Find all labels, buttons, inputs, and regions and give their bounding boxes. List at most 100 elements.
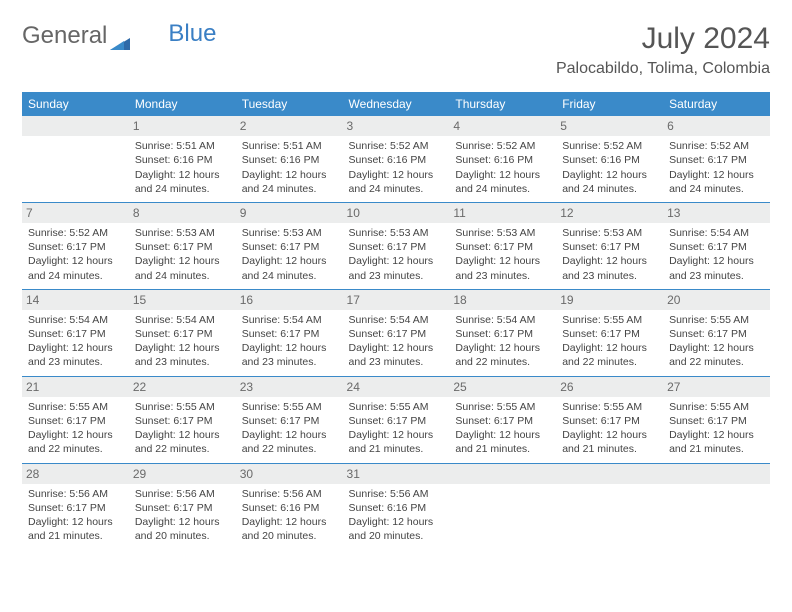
- day-detail-line: and 22 minutes.: [242, 443, 317, 455]
- day-detail-line: Sunset: 6:17 PM: [562, 241, 640, 253]
- calendar-day-cell: 2Sunrise: 5:51 AMSunset: 6:16 PMDaylight…: [236, 116, 343, 202]
- day-detail-line: Sunrise: 5:56 AM: [135, 488, 215, 500]
- page-subtitle: Palocabildo, Tolima, Colombia: [556, 60, 770, 78]
- day-detail-line: Daylight: 12 hours: [562, 429, 647, 441]
- day-detail-line: Sunset: 6:17 PM: [349, 415, 427, 427]
- day-number: 18: [449, 290, 556, 310]
- day-detail-line: and 21 minutes.: [669, 443, 744, 455]
- day-detail-line: Sunrise: 5:54 AM: [242, 314, 322, 326]
- day-number: 10: [343, 203, 450, 223]
- day-details: Sunrise: 5:53 AMSunset: 6:17 PMDaylight:…: [562, 226, 657, 283]
- calendar-day-cell: 25Sunrise: 5:55 AMSunset: 6:17 PMDayligh…: [449, 376, 556, 463]
- day-number: [22, 116, 129, 136]
- calendar-day-cell: 14Sunrise: 5:54 AMSunset: 6:17 PMDayligh…: [22, 289, 129, 376]
- day-details: Sunrise: 5:52 AM Sunset: 6:16 PM Daylight:…: [455, 139, 550, 196]
- calendar-day-cell: 16Sunrise: 5:54 AMSunset: 6:17 PMDayligh…: [236, 289, 343, 376]
- day-detail-line: Sunset: 6:17 PM: [349, 241, 427, 253]
- logo: General Blue: [22, 22, 216, 50]
- calendar-day-cell: 28Sunrise: 5:56 AMSunset: 6:17 PMDayligh…: [22, 463, 129, 549]
- day-details: Sunrise: 5:55 AMSunset: 6:17 PMDaylight:…: [349, 400, 444, 457]
- calendar-day-cell: 26Sunrise: 5:55 AMSunset: 6:17 PMDayligh…: [556, 376, 663, 463]
- day-detail-line: Sunset: 6:17 PM: [28, 502, 106, 514]
- day-details: Sunrise: 5:51 AMSunset: 6:16 PMDaylight:…: [242, 139, 337, 196]
- day-number: 13: [663, 203, 770, 223]
- calendar-table: SundayMondayTuesdayWednesdayThursdayFrid…: [22, 92, 770, 549]
- day-detail-line: Sunrise: 5:52 AM: [349, 140, 429, 152]
- day-detail-line: Sunset: 6:16 PM: [135, 154, 213, 166]
- day-detail-line: and 23 minutes.: [562, 270, 637, 282]
- day-detail-line: Daylight: 12 hours: [242, 342, 327, 354]
- day-number: 30: [236, 464, 343, 484]
- day-detail-line: Daylight: 12 hours: [669, 342, 754, 354]
- day-detail-line: Daylight: 12 hours: [669, 429, 754, 441]
- calendar-empty-cell: [449, 463, 556, 549]
- day-detail-line: Sunrise: 5:52 AM: [669, 140, 749, 152]
- day-detail-line: Sunset: 6:17 PM: [455, 415, 533, 427]
- calendar-day-cell: 27 Sunrise: 5:55 AMSunset: 6:17 PMDayligh…: [663, 376, 770, 463]
- day-detail-line: Sunrise: 5:54 AM: [669, 227, 749, 239]
- day-details: Sunrise: 5:52 AMSunset: 6:16 PMDaylight:…: [562, 139, 657, 196]
- day-details: Sunrise: 5:55 AMSunset: 6:17 PMDaylight:…: [669, 313, 764, 370]
- day-detail-line: Sunset: 6:17 PM: [669, 328, 747, 340]
- day-detail-line: Daylight: 12 hours: [28, 429, 113, 441]
- day-detail-line: and 21 minutes.: [349, 443, 424, 455]
- day-detail-line: Daylight: 12 hours: [455, 169, 540, 181]
- day-detail-line: Sunset: 6:17 PM: [669, 154, 747, 166]
- logo-triangle-icon: [110, 29, 130, 43]
- day-detail-line: Daylight: 12 hours: [28, 255, 113, 267]
- calendar-day-cell: 10Sunrise: 5:53 AMSunset: 6:17 PMDayligh…: [343, 202, 450, 289]
- day-detail-line: Sunrise: 5:52 AM: [562, 140, 642, 152]
- day-detail-line: Daylight: 12 hours: [455, 255, 540, 267]
- day-detail-line: Daylight: 12 hours: [455, 342, 540, 354]
- day-detail-line: and 24 minutes.: [562, 183, 637, 195]
- day-detail-line: Sunrise: 5:52 AM: [455, 140, 535, 152]
- day-detail-line: and 24 minutes.: [28, 270, 103, 282]
- day-number: 14: [22, 290, 129, 310]
- calendar-week-row: 1Sunrise: 5:51 AMSunset: 6:16 PMDaylight…: [22, 116, 770, 202]
- calendar-day-cell: 22Sunrise: 5:55 AMSunset: 6:17 PMDayligh…: [129, 376, 236, 463]
- day-detail-line: Sunset: 6:17 PM: [562, 328, 640, 340]
- day-detail-line: Sunrise: 5:55 AM: [669, 401, 749, 413]
- day-detail-line: and 24 minutes.: [242, 183, 317, 195]
- weekday-header: Monday: [129, 92, 236, 116]
- day-detail-line: and 23 minutes.: [349, 270, 424, 282]
- day-details: Sunrise: 5:56 AMSunset: 6:16 PMDaylight:…: [242, 487, 337, 544]
- day-detail-line: Sunset: 6:17 PM: [135, 328, 213, 340]
- calendar-week-row: 28Sunrise: 5:56 AMSunset: 6:17 PMDayligh…: [22, 463, 770, 549]
- day-detail-line: and 23 minutes.: [242, 356, 317, 368]
- day-detail-line: Sunset: 6:17 PM: [455, 328, 533, 340]
- day-details: Sunrise: 5:52 AMSunset: 6:17 PMDaylight:…: [669, 139, 764, 196]
- calendar-empty-cell: [556, 463, 663, 549]
- calendar-week-row: 7 Sunrise: 5:52 AMSunset: 6:17 PMDaylight…: [22, 202, 770, 289]
- day-detail-line: Sunset: 6:17 PM: [349, 328, 427, 340]
- day-details: Sunrise: 5:52 AMSunset: 6:16 PMDaylight:…: [349, 139, 444, 196]
- day-detail-line: Sunset: 6:17 PM: [28, 415, 106, 427]
- calendar-day-cell: 17Sunrise: 5:54 AMSunset: 6:17 PMDayligh…: [343, 289, 450, 376]
- day-detail-line: Sunset: 6:16 PM: [562, 154, 640, 166]
- day-detail-line: Sunrise: 5:55 AM: [349, 401, 429, 413]
- day-detail-line: Sunrise: 5:51 AM: [135, 140, 215, 152]
- day-detail-line: Daylight: 12 hours: [669, 255, 754, 267]
- day-detail-line: Sunset: 6:17 PM: [28, 328, 106, 340]
- day-detail-line: Daylight: 12 hours: [242, 169, 327, 181]
- day-detail-line: and 24 minutes.: [242, 270, 317, 282]
- weekday-header: Tuesday: [236, 92, 343, 116]
- day-detail-line: Sunset: 6:16 PM: [455, 154, 533, 166]
- day-detail-line: and 23 minutes.: [135, 356, 210, 368]
- logo-word-2: Blue: [168, 20, 216, 48]
- day-number: 7: [22, 203, 129, 223]
- day-details: Sunrise: 5:54 AMSunset: 6:17 PMDaylight:…: [135, 313, 230, 370]
- day-detail-line: and 20 minutes.: [242, 530, 317, 542]
- day-number: 17: [343, 290, 450, 310]
- day-number: 20: [663, 290, 770, 310]
- day-detail-line: and 24 minutes.: [135, 270, 210, 282]
- day-detail-line: and 24 minutes.: [135, 183, 210, 195]
- day-details: Sunrise: 5:51 AMSunset: 6:16 PMDaylight:…: [135, 139, 230, 196]
- page-title: July 2024: [556, 22, 770, 56]
- weekday-header: Sunday: [22, 92, 129, 116]
- day-number: 31: [343, 464, 450, 484]
- day-details: Sunrise: 5:52 AMSunset: 6:17 PMDaylight:…: [28, 226, 123, 283]
- day-details: Sunrise: 5:55 AMSunset: 6:17 PMDaylight:…: [669, 400, 764, 457]
- day-number: 16: [236, 290, 343, 310]
- day-number: 27: [663, 377, 770, 397]
